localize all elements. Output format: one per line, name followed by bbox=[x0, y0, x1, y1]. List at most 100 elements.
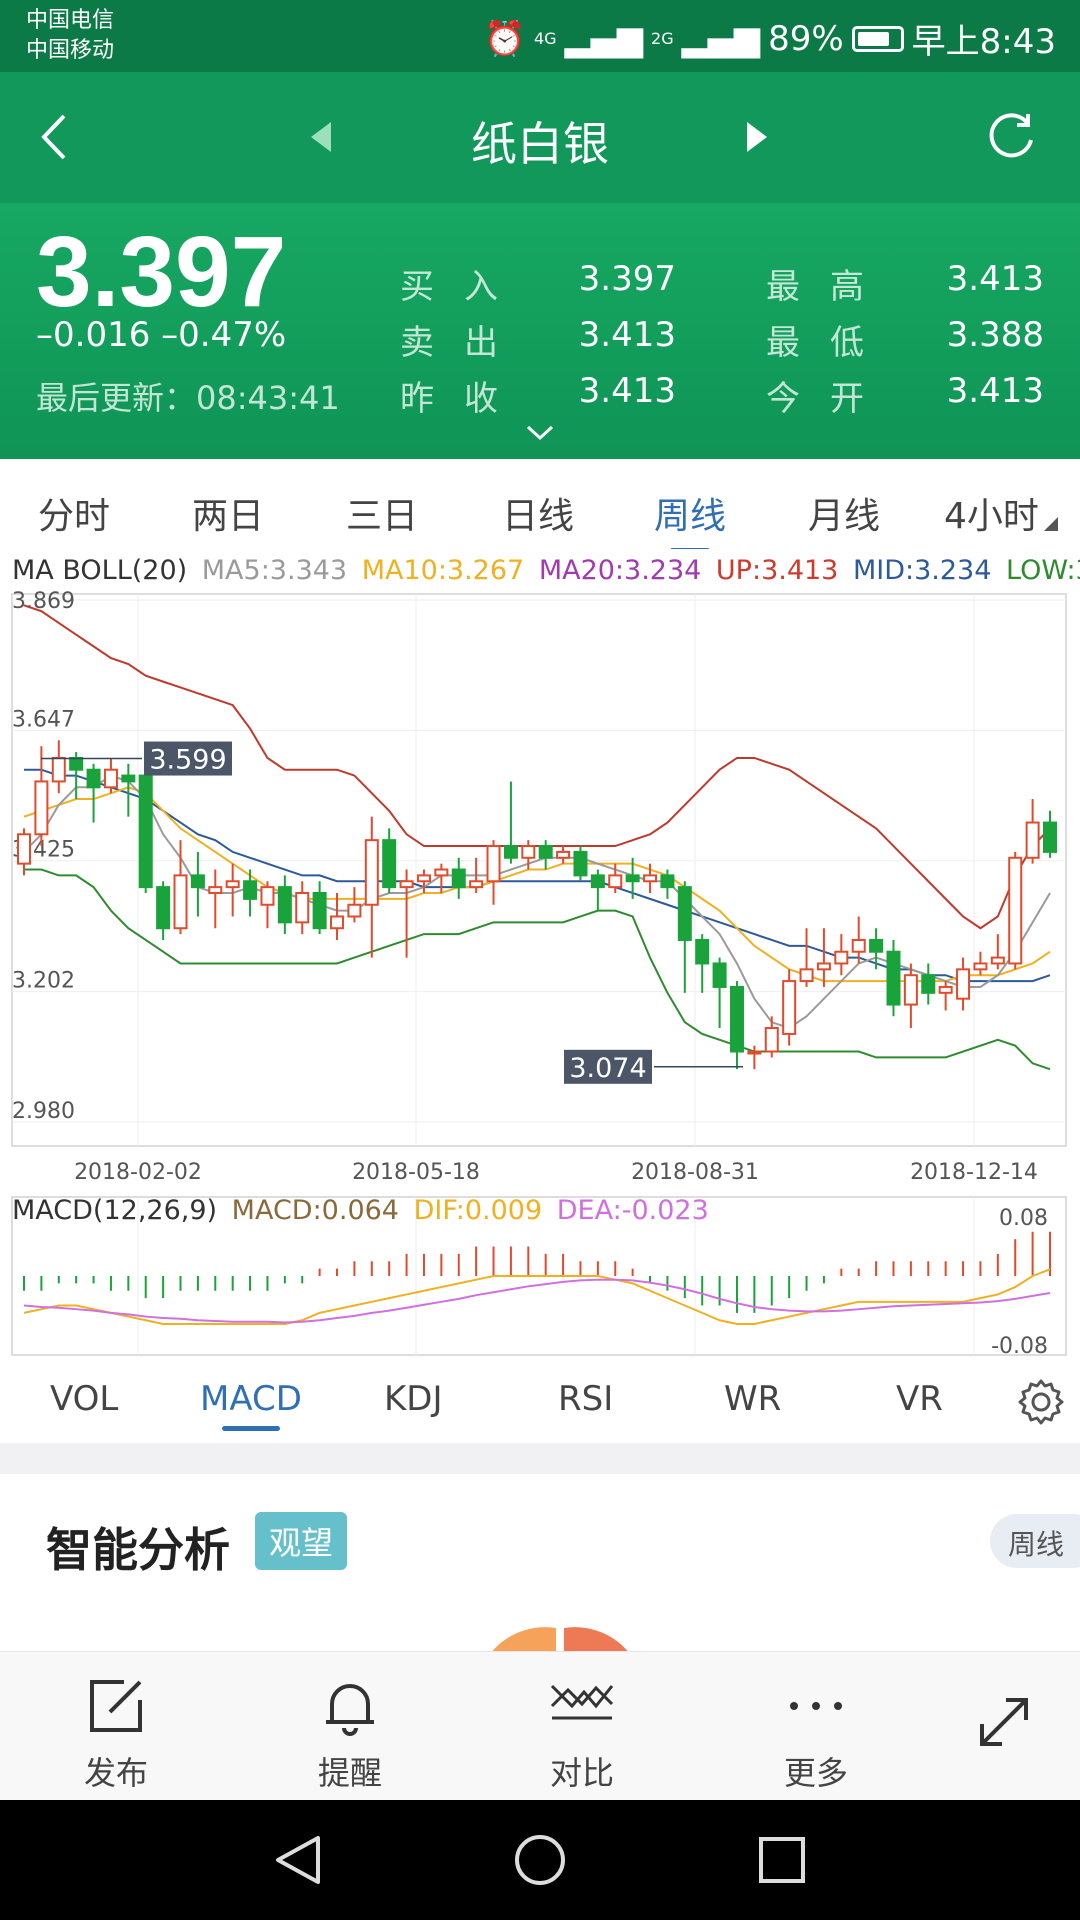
price-change: –0.016 –0.47% bbox=[36, 315, 287, 355]
prev-instrument-button[interactable] bbox=[286, 102, 356, 172]
tab-4-hour[interactable]: 4小时 bbox=[944, 496, 1039, 537]
status-bar: 中国电信 中国移动 ⏰ 4G ▂▄▆ 2G ▂▄▆ 89% 早上8:43 bbox=[0, 0, 1080, 72]
candle-body bbox=[851, 938, 866, 953]
candle-body bbox=[1025, 821, 1040, 859]
main-plot-frame bbox=[11, 593, 1067, 1147]
candle-body bbox=[921, 974, 936, 994]
carrier-2: 中国移动 bbox=[26, 38, 115, 63]
candle-body bbox=[208, 886, 223, 895]
chart-area: MA BOLL(20) MA5:3.343 MA10:3.267 MA20:3.… bbox=[0, 549, 1080, 1359]
candle-body bbox=[330, 915, 345, 930]
candle-body bbox=[103, 768, 118, 789]
candle-body bbox=[243, 880, 258, 900]
candle-body bbox=[277, 886, 292, 924]
indicator-macd[interactable]: MACD bbox=[200, 1379, 302, 1431]
battery-icon bbox=[851, 25, 904, 52]
candle-body bbox=[764, 1027, 779, 1053]
candle-body bbox=[521, 845, 536, 859]
candle-body bbox=[747, 1050, 762, 1055]
analysis-title: 智能分析 bbox=[46, 1523, 230, 1577]
status-right: ⏰ 4G ▂▄▆ 2G ▂▄▆ 89% 早上8:43 bbox=[484, 14, 1056, 63]
expand-icon bbox=[980, 1698, 1028, 1746]
expand-chevron-icon[interactable] bbox=[526, 425, 554, 441]
more-label: 更多 bbox=[783, 1754, 848, 1792]
nav-back-icon[interactable] bbox=[270, 1832, 326, 1888]
fullscreen-button[interactable] bbox=[974, 1692, 1034, 1756]
back-arrow-icon bbox=[41, 114, 66, 160]
candle-body bbox=[799, 968, 814, 983]
candle-body bbox=[364, 839, 379, 906]
carrier-info: 中国电信 中国移动 bbox=[26, 6, 114, 66]
low-value: 3.388 bbox=[946, 315, 1044, 355]
indicator-kdj[interactable]: KDJ bbox=[384, 1379, 443, 1419]
signal-icon-2: ▂▄▆ bbox=[681, 18, 761, 59]
candle-body bbox=[573, 850, 588, 877]
nav-home-icon[interactable] bbox=[512, 1832, 568, 1888]
tab-three-day[interactable]: 三日 bbox=[346, 496, 419, 537]
back-button[interactable] bbox=[18, 102, 88, 172]
last-price: 3.397 bbox=[36, 216, 287, 328]
candle-body bbox=[608, 874, 623, 889]
more-button[interactable]: 更多 bbox=[716, 1652, 916, 1801]
candle-body bbox=[382, 839, 397, 889]
indicator-wr[interactable]: WR bbox=[724, 1379, 782, 1419]
candle-body bbox=[51, 756, 66, 783]
macd-tick-label: 0.08 bbox=[999, 1206, 1048, 1231]
tab-weekly[interactable]: 周线 bbox=[654, 487, 726, 553]
tab-daily[interactable]: 日线 bbox=[502, 496, 575, 537]
macd-legend-macd: MACD:0.064 bbox=[231, 1195, 399, 1226]
x-tick-label: 2018-12-14 bbox=[910, 1160, 1038, 1185]
next-instrument-button[interactable] bbox=[722, 102, 792, 172]
analysis-period-pill[interactable]: 周线 bbox=[990, 1514, 1080, 1568]
candle-body bbox=[434, 868, 449, 877]
candle-body bbox=[225, 880, 240, 889]
tab-monthly[interactable]: 月线 bbox=[808, 496, 881, 537]
candle-body bbox=[416, 874, 431, 883]
high-value: 3.413 bbox=[946, 259, 1044, 299]
quote-panel: 3.397 –0.016 –0.47% 最后更新：08:43:41 买入 3.3… bbox=[0, 203, 1080, 459]
open-label: 今开 bbox=[766, 379, 894, 419]
candle-body bbox=[503, 845, 518, 859]
nav-recents-icon[interactable] bbox=[754, 1832, 810, 1888]
indicator-rsi[interactable]: RSI bbox=[558, 1379, 614, 1419]
y-tick-label: 3.647 bbox=[12, 707, 75, 732]
tab-two-day[interactable]: 两日 bbox=[192, 496, 265, 537]
publish-button[interactable]: 发布 bbox=[16, 1652, 216, 1801]
y-tick-label: 3.202 bbox=[12, 969, 75, 994]
triangle-right-icon bbox=[747, 122, 767, 152]
candle-body bbox=[260, 886, 275, 906]
candle-body bbox=[834, 950, 849, 965]
refresh-button[interactable] bbox=[976, 102, 1046, 172]
x-tick-label: 2018-08-31 bbox=[631, 1160, 759, 1185]
legend-ma20: MA20:3.234 bbox=[538, 555, 702, 586]
indicator-vr[interactable]: VR bbox=[896, 1379, 943, 1419]
candle-body bbox=[486, 845, 501, 883]
main-legend: MA BOLL(20) MA5:3.343 MA10:3.267 MA20:3.… bbox=[12, 555, 1080, 586]
battery-percent: 89% bbox=[768, 18, 844, 59]
compare-button[interactable]: 对比 bbox=[482, 1652, 682, 1801]
legend-ma5: MA5:3.343 bbox=[201, 555, 348, 586]
legend-mid: MID:3.234 bbox=[852, 555, 992, 586]
prev-close-value: 3.413 bbox=[578, 371, 676, 411]
settings-gear-icon[interactable] bbox=[1016, 1377, 1066, 1427]
candle-body bbox=[399, 880, 414, 889]
ma20-line bbox=[24, 768, 1051, 983]
x-tick-label: 2018-05-18 bbox=[352, 1160, 480, 1185]
alert-button[interactable]: 提醒 bbox=[250, 1652, 450, 1801]
bell-icon bbox=[326, 1684, 374, 1736]
candle-body bbox=[677, 886, 692, 941]
triangle-left-icon bbox=[311, 122, 331, 152]
refresh-icon bbox=[989, 113, 1033, 158]
candle-body bbox=[295, 892, 310, 924]
legend-ma10: MA10:3.267 bbox=[361, 555, 525, 586]
tab-intraday[interactable]: 分时 bbox=[38, 496, 111, 537]
indicator-vol[interactable]: VOL bbox=[50, 1379, 119, 1419]
last-updated: 最后更新：08:43:41 bbox=[36, 379, 340, 417]
candle-body bbox=[86, 768, 101, 789]
edit-icon bbox=[90, 1680, 142, 1732]
clock: 早上8:43 bbox=[911, 22, 1056, 62]
legend-name: MA BOLL(20) bbox=[12, 555, 188, 586]
candle-body bbox=[69, 756, 84, 771]
macd-legend: MACD(12,26,9) MACD:0.064 DIF:0.009 DEA:-… bbox=[12, 1195, 1080, 1226]
